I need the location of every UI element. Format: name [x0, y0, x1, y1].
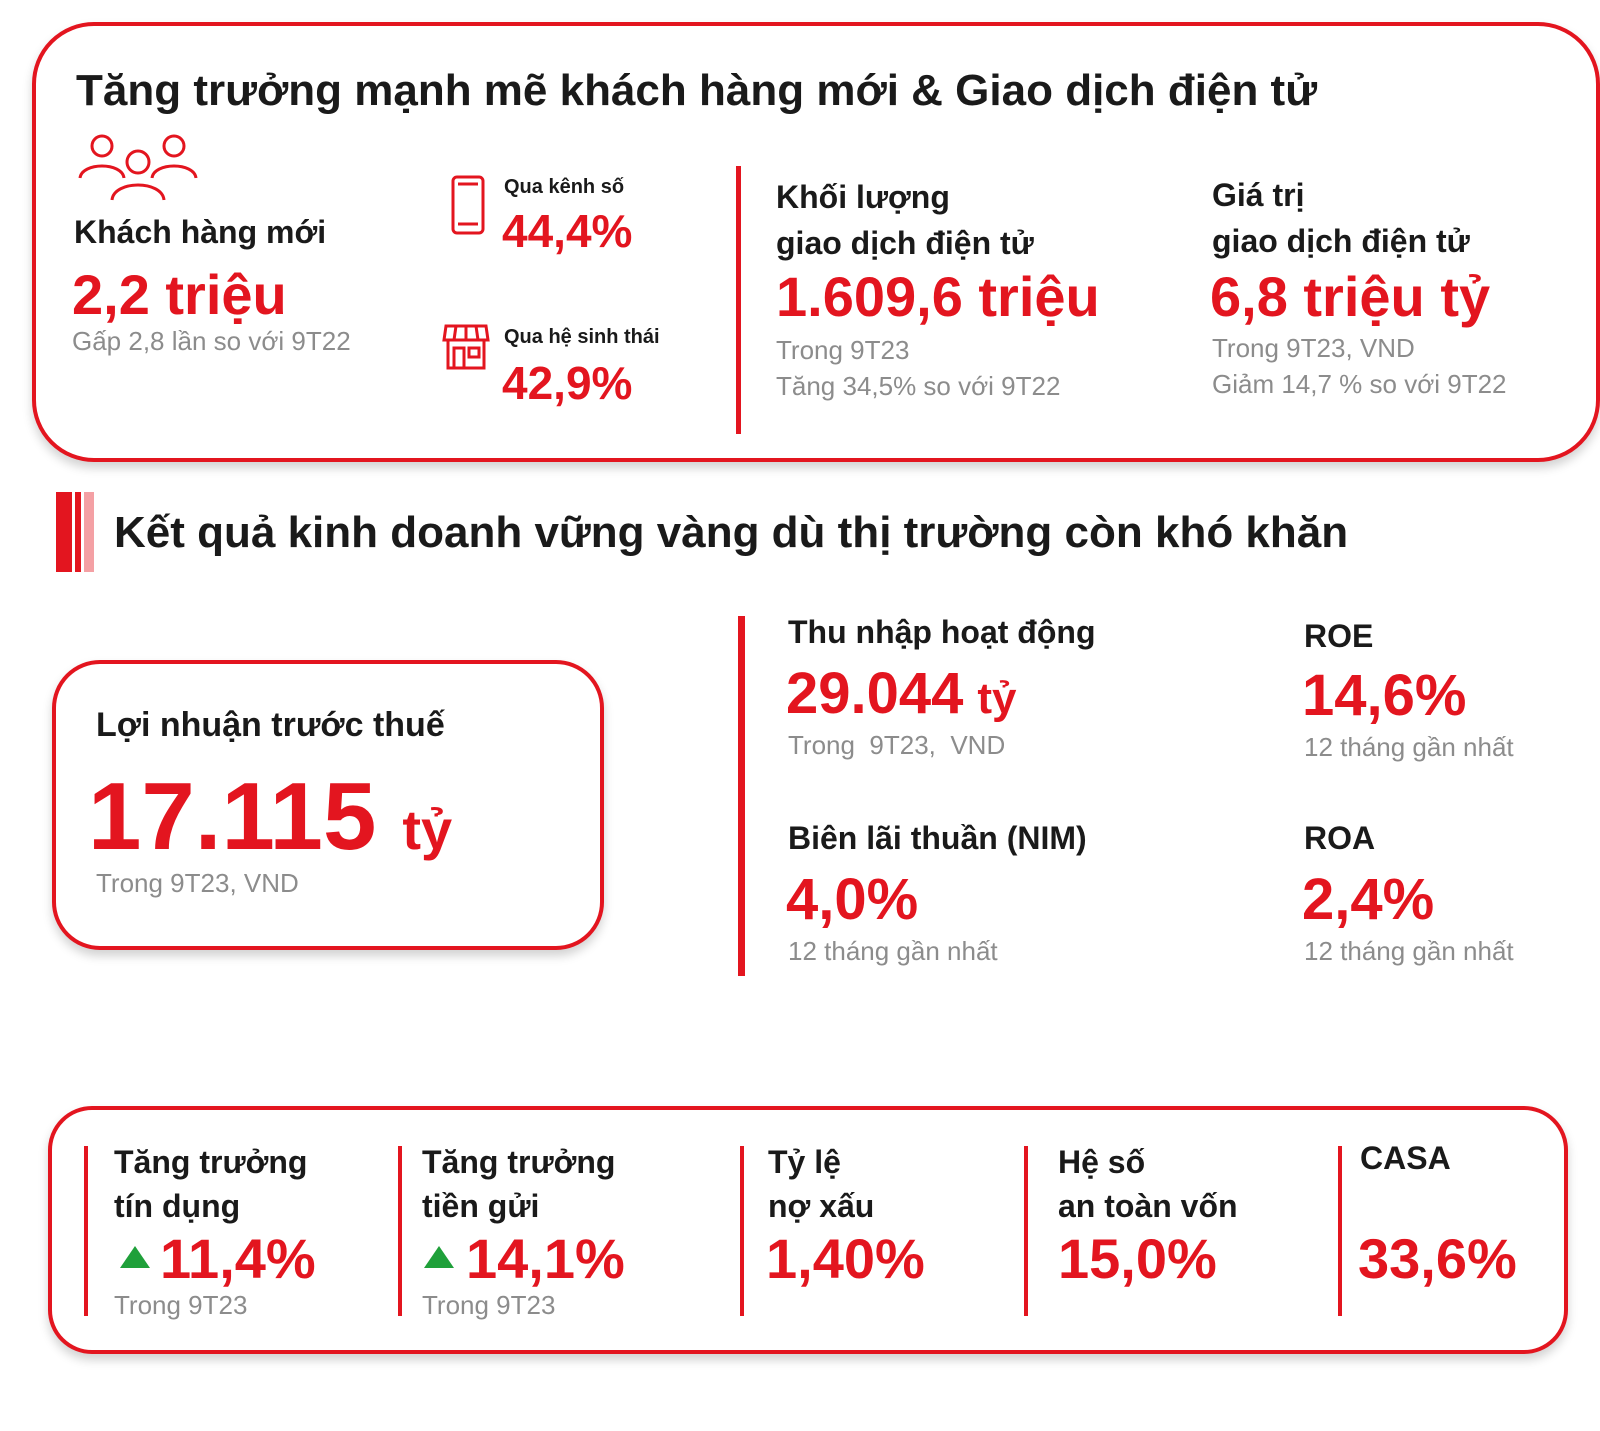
pbt-note: Trong 9T23, VND — [96, 868, 299, 898]
eb-amount-note: Trong 9T23, VND Giảm 14,7 % so với 9T22 — [1212, 333, 1507, 399]
casa-label: CASA — [1360, 1140, 1451, 1176]
new-customers-label: Khách hàng mới — [74, 214, 327, 250]
digital-channel-value: 44,4% — [502, 205, 633, 257]
car-label: Hệ số an toàn vốn — [1058, 1144, 1238, 1224]
business-divider — [738, 616, 745, 976]
operating-income-label: Thu nhập hoạt động — [788, 614, 1096, 650]
digital-growth-title: Tăng trưởng mạnh mẽ khách hàng mới & Gia… — [76, 66, 1318, 115]
new-customers-value: 2,2 triệu — [72, 263, 287, 326]
casa-value: 33,6% — [1358, 1227, 1517, 1290]
digital-divider — [736, 166, 741, 434]
eb-amount-label: Giá trị giao dịch điện tử — [1212, 177, 1470, 259]
up-arrow-icon — [120, 1246, 150, 1268]
people-group-icon — [78, 132, 198, 204]
roe-label: ROE — [1304, 618, 1374, 654]
operating-income-unit: tỷ — [977, 674, 1017, 723]
metrics-divider-5 — [1338, 1146, 1342, 1316]
credit-growth-value: 11,4% — [160, 1227, 316, 1290]
pbt-value-group: 17.115 tỷ — [88, 762, 452, 872]
new-customers-note: Gấp 2,8 lần so với 9T22 — [72, 326, 351, 356]
section-marker — [56, 492, 96, 572]
metrics-divider-3 — [740, 1146, 744, 1316]
credit-growth-label: Tăng trưởng tín dụng — [114, 1144, 308, 1224]
eb-volume-note: Trong 9T23 Tăng 34,5% so với 9T22 — [776, 335, 1061, 401]
eb-amount-value: 6,8 triệu tỷ — [1210, 265, 1491, 328]
eb-volume-label: Khối lượng giao dịch điện tử — [776, 179, 1034, 261]
metrics-divider-1 — [84, 1146, 88, 1316]
digital-growth-card — [32, 22, 1600, 462]
operating-income-value-group: 29.044 tỷ — [786, 660, 1017, 727]
phone-icon — [450, 174, 486, 236]
deposit-growth-value: 14,1% — [466, 1227, 625, 1290]
pbt-value: 17.115 — [88, 763, 377, 870]
pbt-unit: tỷ — [402, 798, 453, 861]
npl-label: Tỷ lệ nợ xấu — [768, 1144, 875, 1224]
metrics-card — [48, 1106, 1568, 1354]
deposit-growth-note: Trong 9T23 — [422, 1290, 556, 1320]
up-arrow-icon — [424, 1246, 454, 1268]
ecosystem-value: 42,9% — [502, 357, 633, 409]
npl-value: 1,40% — [766, 1227, 925, 1290]
pbt-label: Lợi nhuận trước thuế — [96, 706, 445, 744]
store-icon — [442, 322, 490, 372]
ecosystem-label: Qua hệ sinh thái — [504, 326, 660, 348]
roa-label: ROA — [1304, 820, 1376, 856]
nim-label: Biên lãi thuần (NIM) — [788, 820, 1087, 856]
business-results-title: Kết quả kinh doanh vững vàng dù thị trườ… — [114, 508, 1349, 557]
digital-channel-label: Qua kênh số — [504, 176, 625, 198]
metrics-divider-2 — [398, 1146, 402, 1316]
roa-note: 12 tháng gần nhất — [1304, 936, 1514, 966]
deposit-growth-label: Tăng trưởng tiền gửi — [422, 1144, 616, 1224]
pbt-card — [52, 660, 604, 950]
operating-income-note: Trong 9T23, VND — [788, 730, 1006, 760]
car-value: 15,0% — [1058, 1227, 1217, 1290]
nim-note: 12 tháng gần nhất — [788, 936, 998, 966]
metrics-divider-4 — [1024, 1146, 1028, 1316]
credit-growth-note: Trong 9T23 — [114, 1290, 248, 1320]
roe-value: 14,6% — [1302, 663, 1467, 728]
eb-volume-value: 1.609,6 triệu — [776, 265, 1100, 328]
roa-value: 2,4% — [1302, 867, 1435, 932]
roe-note: 12 tháng gần nhất — [1304, 732, 1514, 762]
nim-value: 4,0% — [786, 867, 919, 932]
operating-income-value: 29.044 — [786, 661, 964, 726]
